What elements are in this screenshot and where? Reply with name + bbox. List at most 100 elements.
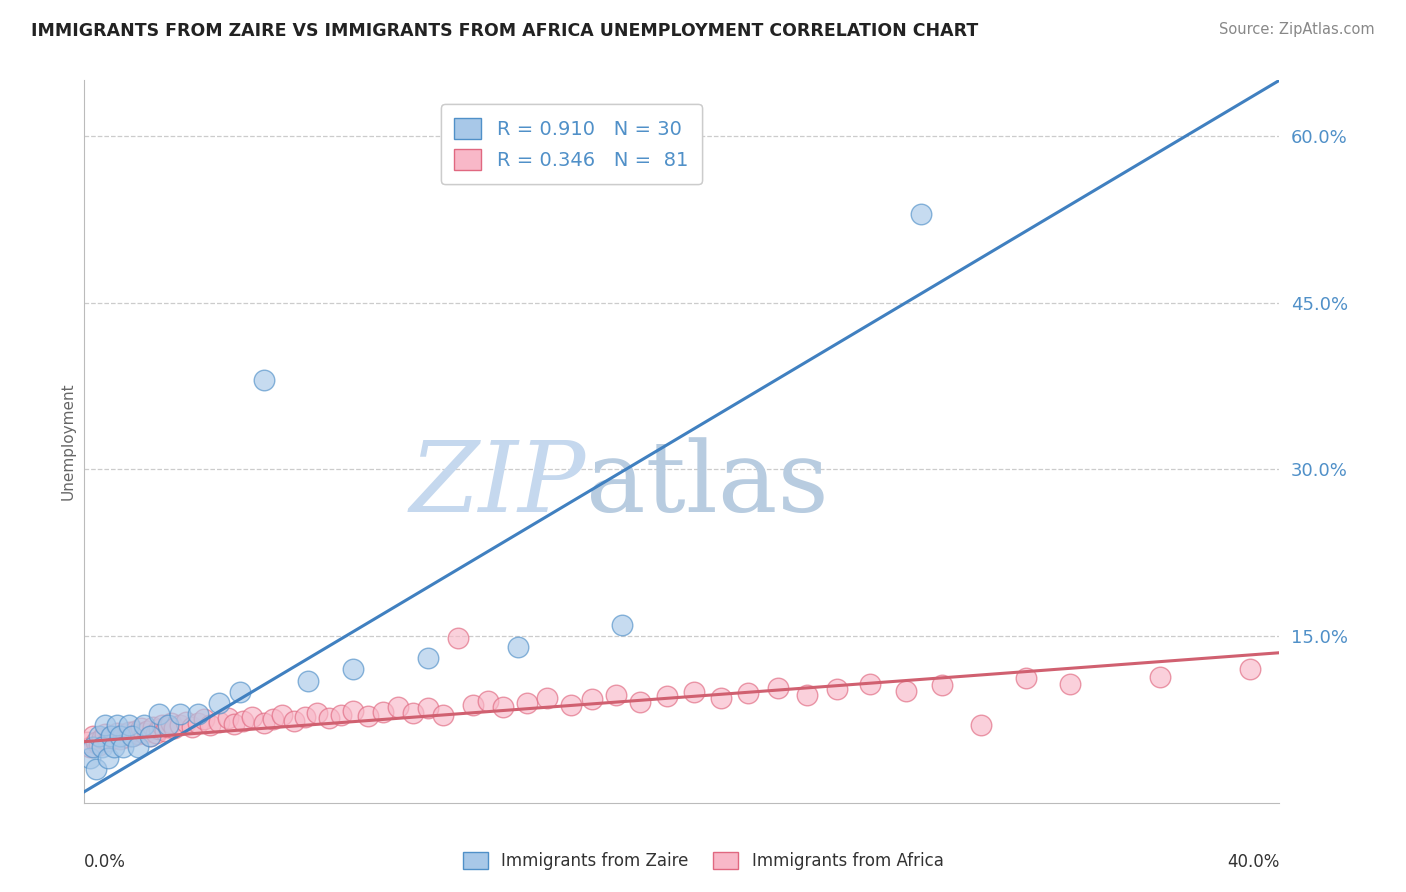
Point bbox=[506, 640, 529, 655]
Point bbox=[150, 718, 173, 732]
Point bbox=[253, 373, 276, 387]
Point bbox=[105, 718, 128, 732]
Point bbox=[100, 729, 122, 743]
Point bbox=[1014, 671, 1036, 685]
Point bbox=[76, 734, 98, 748]
Point bbox=[163, 722, 186, 736]
Point bbox=[105, 725, 128, 739]
Point bbox=[560, 698, 582, 712]
Point bbox=[294, 710, 316, 724]
Point bbox=[79, 740, 101, 755]
Point bbox=[796, 688, 818, 702]
Point bbox=[307, 706, 329, 720]
Point bbox=[357, 709, 380, 723]
Point bbox=[1239, 662, 1261, 676]
Point bbox=[174, 714, 197, 729]
Point bbox=[342, 704, 364, 718]
Point bbox=[129, 722, 152, 736]
Point bbox=[89, 729, 111, 743]
Point bbox=[187, 715, 209, 730]
Point bbox=[232, 714, 254, 728]
Point bbox=[416, 701, 439, 715]
Point bbox=[283, 714, 305, 728]
Point bbox=[91, 740, 114, 755]
Point bbox=[153, 723, 176, 738]
Point bbox=[931, 678, 953, 692]
Point bbox=[110, 732, 132, 747]
Point bbox=[187, 706, 209, 721]
Point bbox=[683, 684, 706, 698]
Point bbox=[82, 740, 104, 755]
Text: 0.0%: 0.0% bbox=[84, 854, 127, 871]
Point bbox=[132, 725, 156, 739]
Text: 40.0%: 40.0% bbox=[1227, 854, 1279, 871]
Point bbox=[89, 738, 111, 752]
Point bbox=[477, 693, 499, 707]
Point bbox=[86, 734, 108, 748]
Legend: Immigrants from Zaire, Immigrants from Africa: Immigrants from Zaire, Immigrants from A… bbox=[456, 845, 950, 877]
Point bbox=[461, 698, 484, 712]
Point bbox=[142, 720, 165, 734]
Point bbox=[910, 207, 932, 221]
Point bbox=[228, 684, 252, 698]
Point bbox=[112, 727, 135, 741]
Point bbox=[86, 763, 108, 777]
Point bbox=[169, 706, 191, 721]
Point bbox=[859, 677, 882, 691]
Point bbox=[193, 713, 215, 727]
Point bbox=[132, 718, 156, 732]
Point bbox=[121, 729, 143, 743]
Point bbox=[97, 751, 120, 765]
Point bbox=[91, 731, 114, 746]
Point bbox=[605, 688, 627, 702]
Point bbox=[148, 706, 170, 721]
Point bbox=[157, 720, 180, 734]
Point bbox=[373, 705, 395, 719]
Point bbox=[103, 731, 125, 746]
Point bbox=[169, 718, 191, 732]
Point bbox=[103, 740, 125, 755]
Point bbox=[136, 723, 159, 738]
Point bbox=[612, 618, 634, 632]
Point bbox=[79, 751, 101, 765]
Point bbox=[112, 740, 135, 755]
Point bbox=[387, 700, 409, 714]
Point bbox=[766, 681, 789, 696]
Point bbox=[432, 708, 454, 723]
Point bbox=[1149, 670, 1171, 684]
Point bbox=[148, 723, 170, 737]
Point bbox=[198, 718, 221, 732]
Text: IMMIGRANTS FROM ZAIRE VS IMMIGRANTS FROM AFRICA UNEMPLOYMENT CORRELATION CHART: IMMIGRANTS FROM ZAIRE VS IMMIGRANTS FROM… bbox=[31, 22, 979, 40]
Point bbox=[1059, 677, 1081, 691]
Text: Source: ZipAtlas.com: Source: ZipAtlas.com bbox=[1219, 22, 1375, 37]
Point bbox=[145, 725, 167, 739]
Point bbox=[110, 729, 132, 743]
Point bbox=[97, 733, 120, 747]
Point bbox=[118, 724, 141, 739]
Point bbox=[581, 692, 603, 706]
Point bbox=[121, 729, 143, 743]
Point bbox=[139, 729, 162, 743]
Point bbox=[222, 717, 245, 731]
Point bbox=[318, 711, 340, 725]
Point bbox=[297, 673, 319, 688]
Point bbox=[628, 695, 651, 709]
Point bbox=[82, 729, 104, 743]
Point bbox=[536, 691, 558, 706]
Point bbox=[827, 682, 849, 697]
Point bbox=[737, 686, 759, 700]
Point bbox=[115, 730, 138, 744]
Point bbox=[208, 696, 231, 710]
Point bbox=[124, 723, 146, 738]
Point bbox=[655, 689, 678, 703]
Point bbox=[447, 632, 470, 646]
Point bbox=[262, 713, 284, 727]
Point bbox=[253, 715, 276, 730]
Point bbox=[240, 710, 263, 724]
Point bbox=[94, 727, 117, 741]
Point bbox=[94, 718, 117, 732]
Point bbox=[181, 720, 204, 734]
Point bbox=[208, 714, 231, 729]
Point bbox=[217, 711, 239, 725]
Point bbox=[516, 696, 538, 710]
